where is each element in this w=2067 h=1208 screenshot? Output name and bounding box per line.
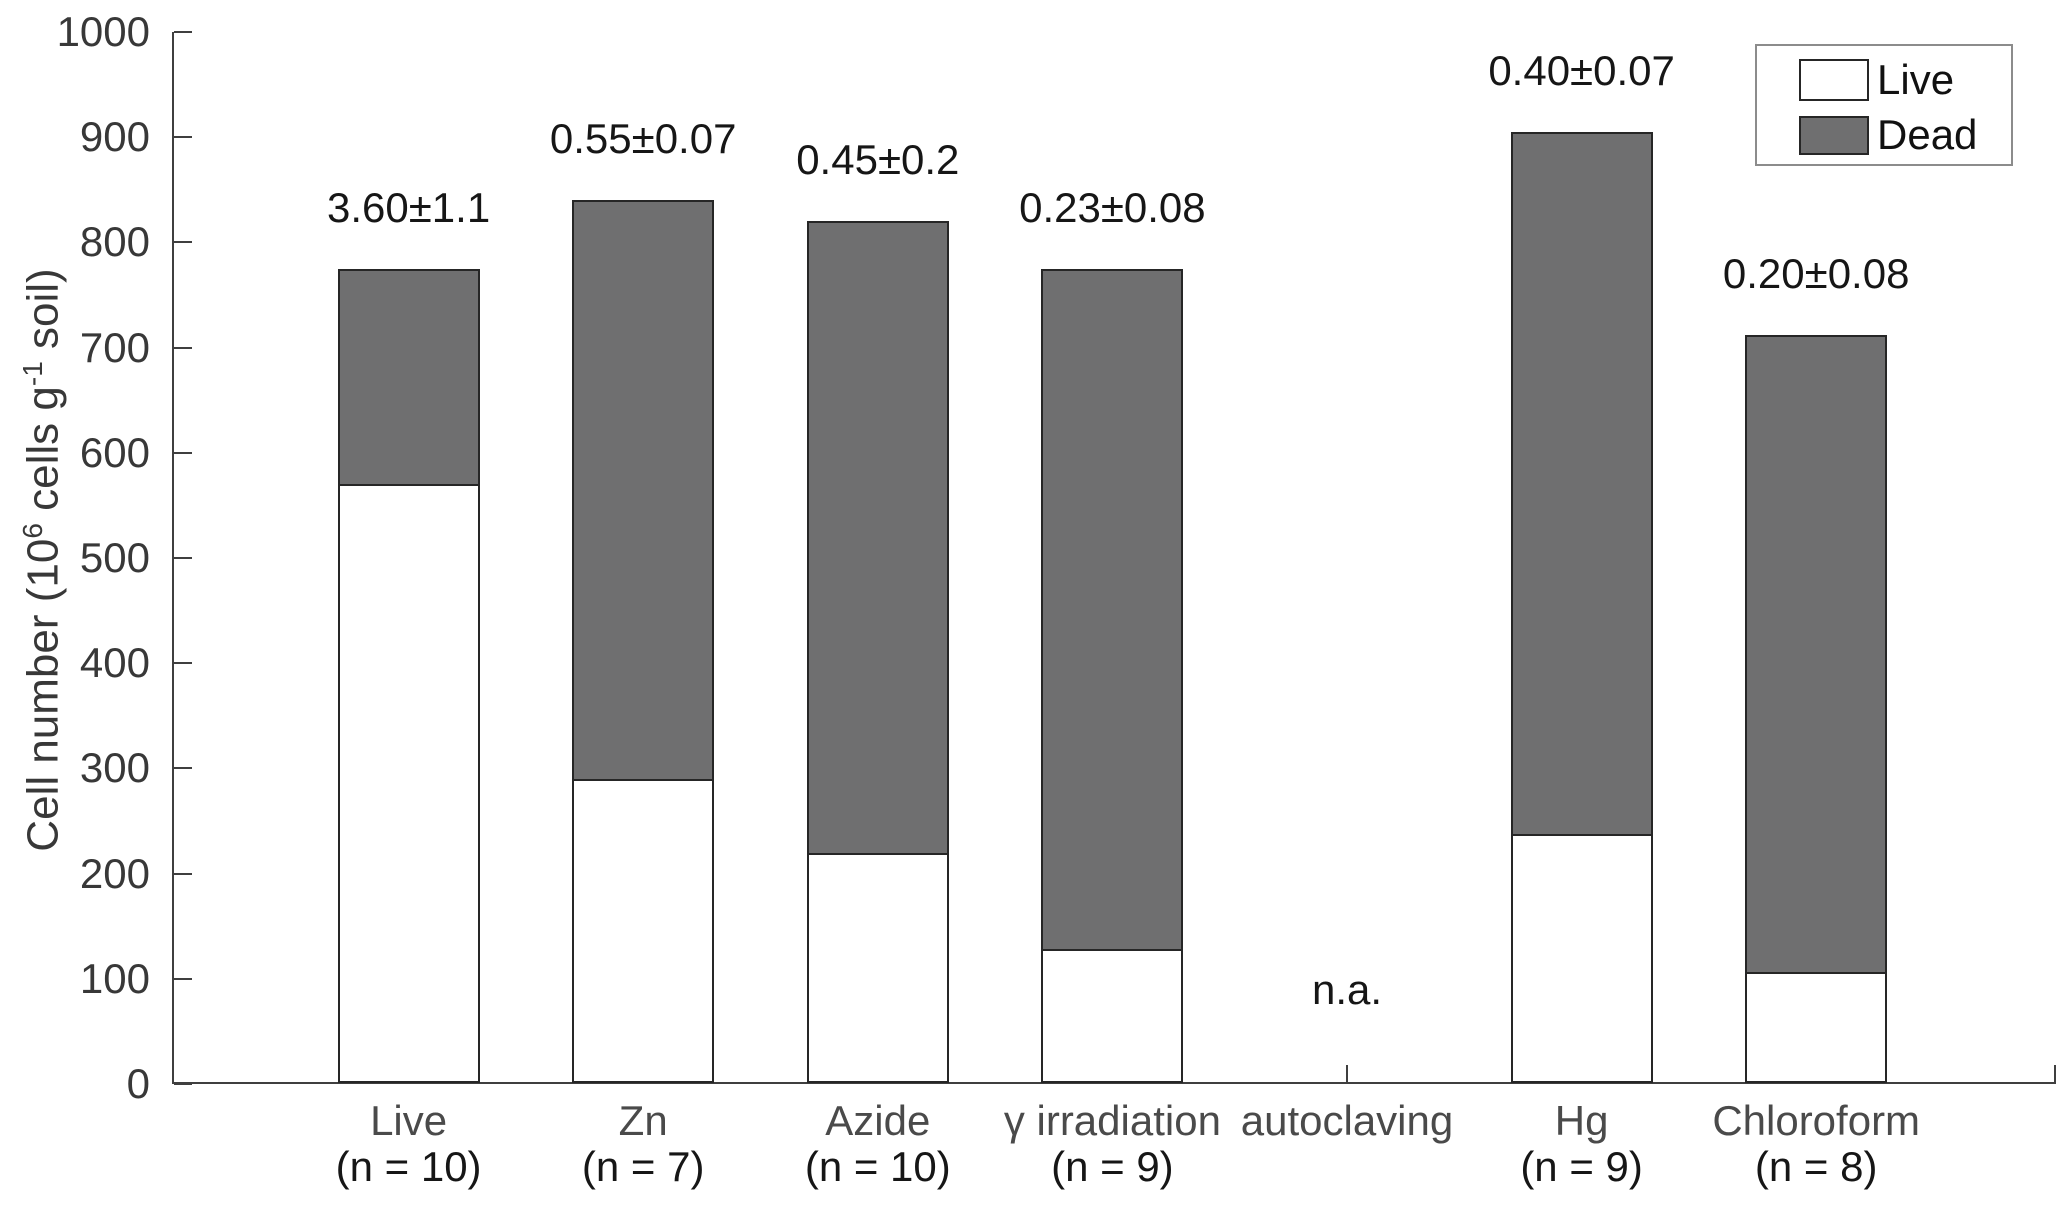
ratio-annotation: 3.60±1.1 — [327, 183, 491, 231]
legend-label-dead: Dead — [1877, 111, 1978, 158]
legend-swatch-dead — [1799, 116, 1869, 155]
y-tick — [174, 557, 192, 559]
y-tick-label: 600 — [79, 428, 150, 476]
y-tick-label: 400 — [79, 639, 150, 687]
y-tick — [174, 767, 192, 770]
bar-Zn-dead-segment — [572, 200, 715, 779]
category-sample-size: (n = 8) — [1754, 1143, 1878, 1190]
category-name: autoclaving — [1240, 1097, 1454, 1144]
category-label: autoclaving — [1137, 1098, 1557, 1144]
bar-Live-live-segment — [337, 484, 480, 1083]
category-label: Zn (n = 7) — [433, 1098, 853, 1190]
bar-Chloroform-live-segment — [1745, 972, 1888, 1083]
y-tick — [174, 451, 192, 454]
y-tick-label: 100 — [79, 954, 150, 1002]
ratio-annotation: 0.23±0.08 — [1019, 183, 1206, 231]
na-annotation: n.a. — [1311, 966, 1383, 1013]
category-name: Live — [370, 1097, 448, 1144]
y-tick — [174, 662, 192, 665]
bar-Azide-dead-segment — [806, 221, 949, 853]
y-tick-label: 200 — [79, 849, 150, 897]
bar-Chloroform-dead-segment — [1745, 334, 1888, 973]
y-tick-label: 700 — [79, 323, 150, 371]
category-name: Zn — [618, 1097, 668, 1144]
bar-Hg-dead-segment — [1510, 131, 1653, 834]
ratio-annotation: 0.40±0.07 — [1488, 46, 1675, 94]
y-axis-line — [172, 32, 174, 1084]
category-name: Chloroform — [1712, 1097, 1921, 1144]
y-tick-label: 0 — [126, 1060, 150, 1107]
ratio-annotation: 0.55±0.07 — [549, 115, 737, 163]
y-tick — [174, 31, 192, 33]
x-tick — [1346, 1065, 1348, 1082]
category-sample-size: (n = 7) — [581, 1143, 705, 1190]
y-tick-label: 900 — [79, 113, 150, 161]
y-tick — [174, 346, 192, 349]
x-axis-end-tick — [2054, 1065, 2056, 1082]
bar-Zn-live-segment — [572, 778, 715, 1083]
y-tick — [174, 977, 192, 980]
y-tick-label: 1000 — [56, 8, 150, 55]
y-tick-label: 800 — [79, 218, 150, 266]
legend-swatch-live — [1799, 59, 1869, 101]
bar-γ irradiation-live-segment — [1041, 949, 1184, 1083]
y-tick — [174, 136, 192, 139]
y-axis-title-text: Cell number (10 — [18, 538, 68, 852]
x-axis-line — [172, 1082, 2056, 1084]
bar-Azide-live-segment — [806, 852, 949, 1083]
y-tick-label: 300 — [79, 744, 150, 792]
category-sample-size: (n = 10) — [804, 1143, 951, 1190]
category-label: Chloroform (n = 8) — [1606, 1098, 2026, 1190]
category-name: Hg — [1554, 1097, 1609, 1144]
category-label: Hg (n = 9) — [1372, 1098, 1792, 1190]
category-label: Live (n = 10) — [199, 1098, 619, 1190]
y-tick — [174, 872, 192, 875]
ratio-annotation: 0.20±0.08 — [1722, 249, 1910, 297]
category-sample-size: (n = 9) — [1051, 1143, 1174, 1190]
category-sample-size: (n = 9) — [1520, 1143, 1643, 1190]
y-tick — [174, 1083, 192, 1085]
y-tick — [174, 241, 192, 244]
category-name: γ irradiation — [1003, 1097, 1221, 1144]
category-label: Azide (n = 10) — [668, 1098, 1088, 1190]
category-name: Azide — [825, 1097, 931, 1144]
category-sample-size: (n = 10) — [335, 1143, 482, 1190]
legend: Live Dead — [1755, 44, 2013, 166]
y-tick-label: 500 — [79, 534, 150, 581]
ratio-annotation: 0.45±0.2 — [796, 136, 960, 184]
bar-γ irradiation-dead-segment — [1041, 268, 1184, 950]
category-label: γ irradiation (n = 9) — [902, 1098, 1322, 1190]
bar-Hg-live-segment — [1510, 833, 1653, 1083]
bar-Live-dead-segment — [337, 268, 480, 485]
legend-label-live: Live — [1877, 56, 1955, 103]
